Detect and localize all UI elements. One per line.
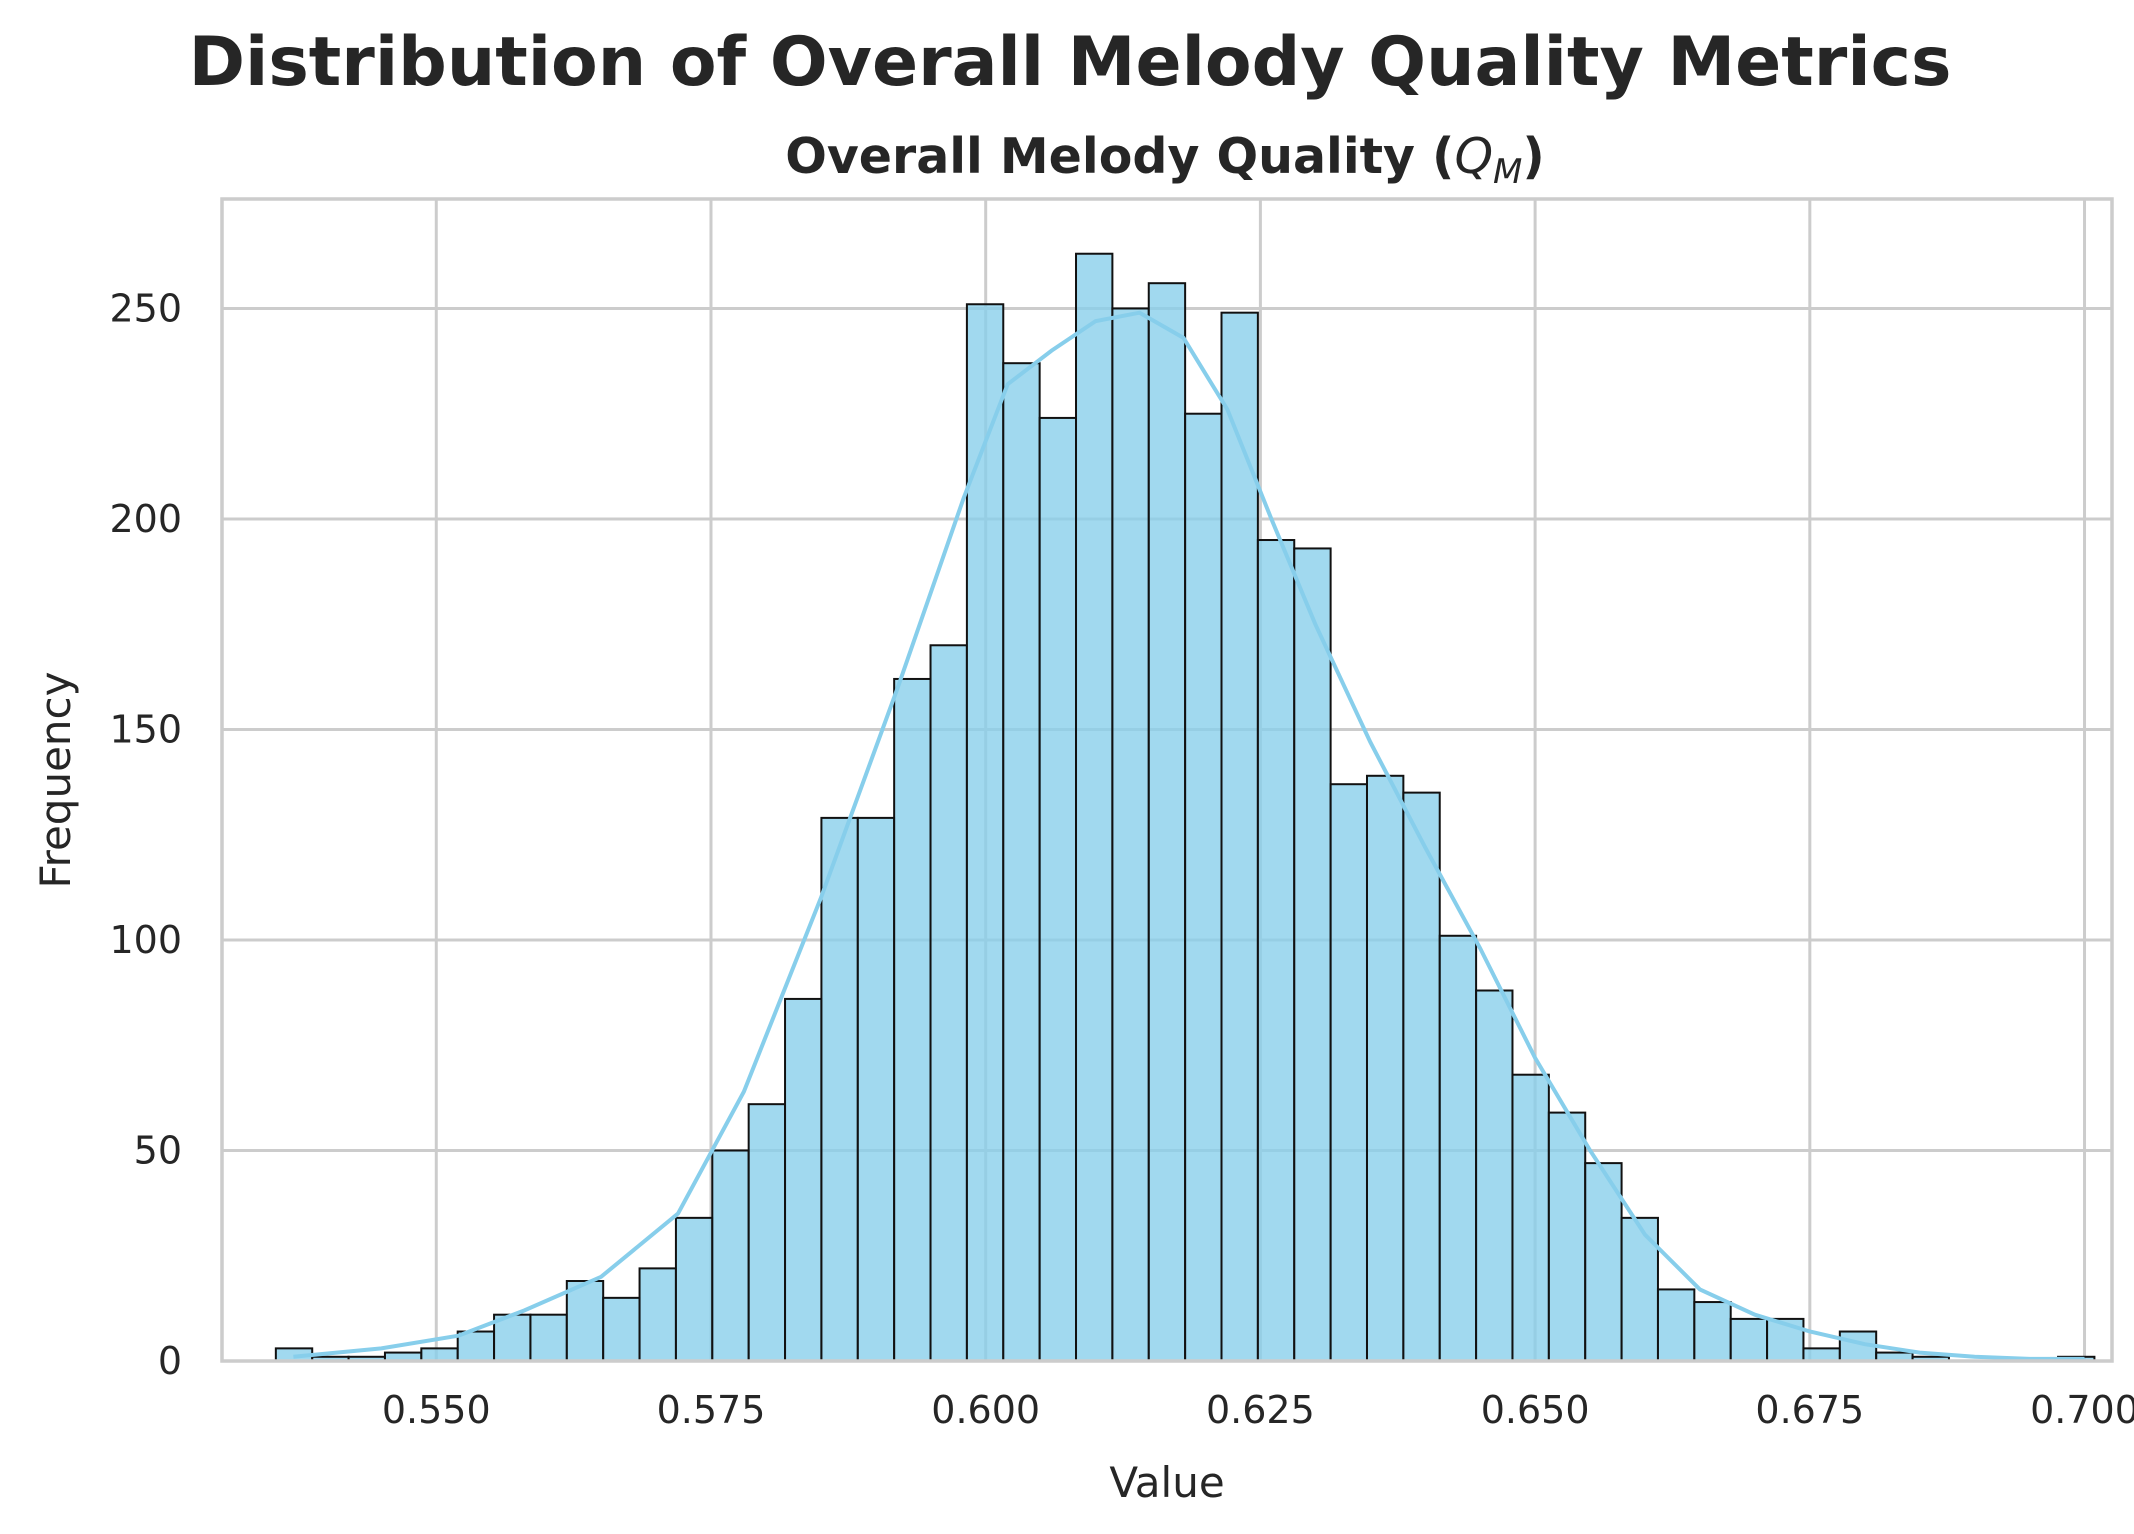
histogram-bar xyxy=(893,677,932,1362)
plot-area-frame xyxy=(220,197,2114,1363)
histogram-bar xyxy=(1475,989,1514,1363)
histogram-bar xyxy=(1656,1288,1696,1362)
histogram-bar xyxy=(1111,307,1150,1363)
histogram-bar xyxy=(1329,783,1368,1362)
chart-title-close: ) xyxy=(1522,128,1544,185)
x-tick-label: 0.675 xyxy=(1755,1388,1864,1432)
y-tick-label: 0 xyxy=(158,1339,182,1383)
x-tick-label: 0.625 xyxy=(1206,1388,1315,1432)
histogram-bar xyxy=(638,1267,677,1363)
chart-title-subscript: M xyxy=(1493,152,1522,192)
histogram-bar xyxy=(1620,1216,1659,1363)
histogram-bars xyxy=(274,252,2096,1363)
y-axis-label: Frequency xyxy=(31,672,80,889)
histogram-bar xyxy=(1729,1317,1769,1363)
y-tick-label: 200 xyxy=(109,497,182,541)
histogram-bar xyxy=(420,1347,459,1362)
histogram-bar xyxy=(1693,1301,1732,1363)
histogram-bar xyxy=(529,1313,568,1362)
histogram-bar xyxy=(674,1216,714,1363)
chart-title: Overall Melody Quality (QM) xyxy=(785,128,1545,192)
x-tick-label: 0.550 xyxy=(382,1388,491,1432)
kde-line xyxy=(293,310,2085,1361)
x-tick-label: 0.600 xyxy=(931,1388,1040,1432)
x-tick-label: 0.650 xyxy=(1481,1388,1590,1432)
histogram-bar xyxy=(565,1280,605,1362)
histogram-bar xyxy=(1293,547,1332,1362)
x-axis-label: Value xyxy=(1109,1458,1224,1507)
histogram-bar xyxy=(1075,252,1114,1362)
y-tick-label: 250 xyxy=(109,286,182,330)
histogram-bar xyxy=(1547,1111,1587,1362)
chart-title-text: Overall Melody Quality ( xyxy=(785,128,1454,185)
histogram-bar xyxy=(856,816,896,1362)
histogram-bar xyxy=(929,644,968,1362)
histogram-bar xyxy=(965,303,1005,1362)
figure-suptitle: Distribution of Overall Melody Quality M… xyxy=(189,23,1952,102)
histogram-bar xyxy=(1002,362,1041,1362)
x-axis-ticks: 0.550 0.575 0.600 0.625 0.650 0.675 0.700 xyxy=(382,1388,2134,1432)
histogram-bar xyxy=(1038,416,1078,1362)
kde-curve xyxy=(293,310,2085,1361)
histogram-bar xyxy=(1184,412,1223,1362)
histogram-bar xyxy=(1402,791,1441,1362)
histogram-bar xyxy=(1511,1073,1550,1363)
histogram-bar xyxy=(1438,934,1478,1363)
histogram-bar xyxy=(1220,311,1259,1362)
histogram-bar xyxy=(602,1296,641,1362)
histogram-bar xyxy=(1256,539,1296,1362)
histogram-bar xyxy=(1802,1347,1841,1362)
histogram-bar xyxy=(784,997,823,1362)
x-tick-label: 0.575 xyxy=(657,1388,766,1432)
y-tick-label: 100 xyxy=(109,918,182,962)
chart-title-symbol: Q xyxy=(1454,128,1493,185)
histogram-bar xyxy=(820,816,859,1362)
histogram-bar xyxy=(711,1149,750,1363)
histogram-bar xyxy=(1584,1162,1623,1362)
histogram-bar xyxy=(1365,774,1405,1362)
y-axis-ticks: 0 50 100 150 200 250 xyxy=(109,286,182,1383)
histogram-bar xyxy=(1147,282,1187,1363)
histogram-bar xyxy=(747,1103,787,1362)
y-tick-label: 150 xyxy=(109,707,182,751)
x-tick-label: 0.700 xyxy=(2030,1388,2134,1432)
y-tick-label: 50 xyxy=(134,1128,182,1172)
